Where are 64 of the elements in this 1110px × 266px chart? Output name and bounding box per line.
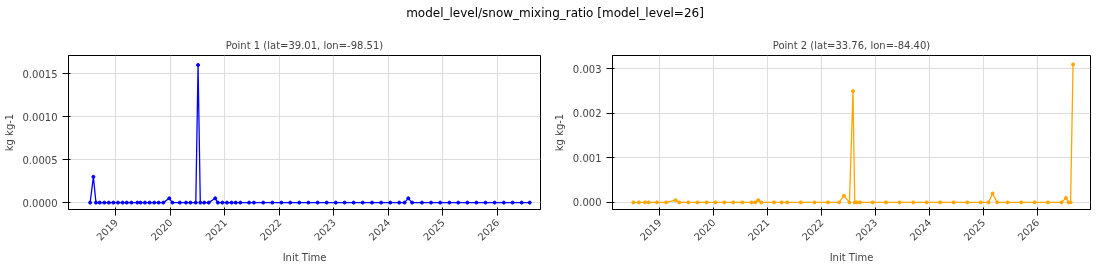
point xyxy=(759,200,764,205)
point xyxy=(911,200,916,205)
y-tick-label: 0.000 xyxy=(572,197,602,209)
chart-title: Point 1 (lat=39.01, lon=-98.51) xyxy=(225,39,384,51)
point xyxy=(990,191,995,196)
y-tick-label: 0.0010 xyxy=(22,111,58,123)
point xyxy=(749,200,754,205)
y-tick-label: 0.001 xyxy=(572,152,602,164)
point xyxy=(686,200,691,205)
x-axis-title: Init Time xyxy=(829,252,874,264)
point xyxy=(858,200,863,205)
point xyxy=(850,89,855,94)
point xyxy=(897,200,902,205)
y-tick-label: 0.0005 xyxy=(22,154,58,166)
point xyxy=(704,200,709,205)
point xyxy=(756,198,761,203)
point xyxy=(978,200,983,205)
point xyxy=(753,200,758,205)
point xyxy=(798,200,803,205)
point xyxy=(1059,200,1064,205)
point xyxy=(740,200,745,205)
point xyxy=(812,200,817,205)
point xyxy=(870,200,875,205)
point xyxy=(631,200,636,205)
point xyxy=(722,200,727,205)
y-axis-title: kg kg-1 xyxy=(3,113,15,152)
point xyxy=(884,200,889,205)
point xyxy=(772,200,777,205)
y-tick-label: 0.002 xyxy=(572,108,602,120)
point xyxy=(673,198,678,203)
point xyxy=(1063,195,1068,200)
point xyxy=(837,200,842,205)
point xyxy=(1032,200,1037,205)
point xyxy=(847,200,852,205)
chart-title: Point 2 (lat=33.76, lon=-84.40) xyxy=(772,39,931,51)
point xyxy=(731,200,736,205)
y-tick-label: 0.003 xyxy=(572,63,602,75)
point xyxy=(986,200,991,205)
point xyxy=(841,193,846,198)
point xyxy=(695,200,700,205)
point xyxy=(646,200,651,205)
point xyxy=(826,200,831,205)
point xyxy=(643,200,647,205)
y-axis-title: kg kg-1 xyxy=(553,113,565,152)
point xyxy=(636,200,641,205)
y-tick-label: 0.0015 xyxy=(22,68,58,80)
point xyxy=(951,200,956,205)
point xyxy=(938,200,943,205)
y-tick-label: 0.0000 xyxy=(22,197,58,209)
point xyxy=(995,200,1000,205)
point xyxy=(677,200,682,205)
point xyxy=(713,200,718,205)
point xyxy=(654,200,659,205)
point xyxy=(779,200,784,205)
point xyxy=(1005,200,1010,205)
point xyxy=(965,200,970,205)
x-axis-title: Init Time xyxy=(282,252,327,264)
text: model_level/snow_mixing_ratio [model_level=26] xyxy=(405,5,705,22)
point xyxy=(924,200,929,205)
point xyxy=(1071,62,1076,67)
point xyxy=(1019,200,1024,205)
point xyxy=(1045,200,1050,205)
point xyxy=(664,200,669,205)
point xyxy=(785,200,790,205)
